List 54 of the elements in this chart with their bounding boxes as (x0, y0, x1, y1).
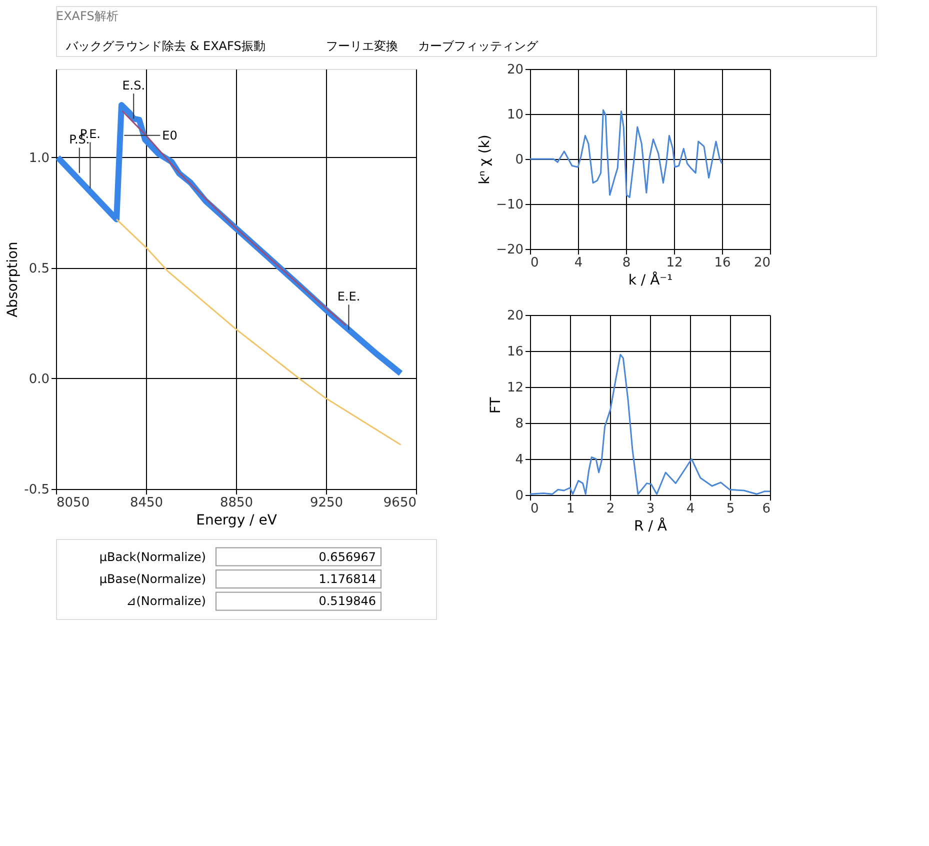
x-tick-label: 4 (574, 256, 583, 270)
x-tick-label: 16 (714, 256, 731, 270)
x-tick-label: 8450 (130, 496, 164, 510)
annotation: E.S. (122, 78, 146, 93)
y-axis-title: Absorption (5, 242, 22, 318)
text: 0.656967 (318, 550, 376, 564)
y-tick-label: 1.0 (28, 150, 50, 166)
text: 1.176814 (318, 572, 376, 586)
line-series (529, 354, 771, 495)
x-tick-label: 1 (566, 502, 575, 516)
y-tick-label: 10 (506, 108, 524, 122)
text: μBase(Normalize) (99, 572, 206, 586)
y-axis-title: FT (488, 396, 504, 414)
x-tick-label: 12 (666, 256, 683, 270)
x-tick-label: 0 (530, 502, 539, 516)
x-tick-label: 8850 (220, 496, 254, 510)
x-axis-title: Energy / eV (196, 512, 278, 528)
x-tick-label: 8050 (56, 496, 90, 510)
x-tick-label: 9250 (310, 496, 344, 510)
y-tick-label: 16 (506, 344, 524, 360)
y-tick-label: 4 (515, 452, 524, 468)
x-tick-label: 0 (530, 256, 539, 270)
y-tick-label: 12 (506, 380, 524, 396)
x-tick-label: 8 (622, 256, 631, 270)
y-tick-label: 0.5 (28, 261, 50, 276)
x-axis-title: R / Å (634, 518, 668, 534)
text: カーブフィッティング (418, 39, 539, 53)
text: バックグラウンド除去 & EXAFS振動 (65, 39, 266, 53)
text: ⊿(Normalize) (126, 594, 206, 608)
x-axis-title: k / Å⁻¹ (628, 272, 673, 288)
x-tick-label: 20 (754, 256, 770, 270)
annotation: E0 (162, 128, 178, 142)
x-tick-label: 2 (606, 502, 615, 516)
y-tick-label: 8 (515, 416, 524, 432)
y-tick-label: −20 (496, 242, 524, 258)
x-tick-label: 3 (646, 502, 655, 516)
x-tick-label: 4 (686, 502, 695, 516)
y-tick-label: -0.5 (24, 482, 50, 498)
line-series (529, 109, 723, 198)
x-tick-label: 5 (726, 502, 735, 516)
line-series (116, 218, 402, 446)
text: EXAFS解析 (56, 9, 118, 23)
y-tick-label: 0.0 (28, 372, 50, 387)
x-tick-label: 9650 (383, 496, 416, 510)
y-tick-label: −10 (496, 198, 524, 212)
y-axis-title: kⁿ χ (k) (477, 134, 494, 184)
y-tick-label: 20 (506, 308, 524, 324)
text: 0.519846 (318, 594, 376, 608)
annotation: E.E. (337, 290, 360, 304)
text: フーリエ変換 (326, 39, 398, 53)
y-tick-label: 0 (515, 152, 524, 168)
x-tick-label: 6 (762, 502, 770, 516)
y-tick-label: 20 (506, 62, 524, 78)
text: μBack(Normalize) (99, 550, 206, 564)
